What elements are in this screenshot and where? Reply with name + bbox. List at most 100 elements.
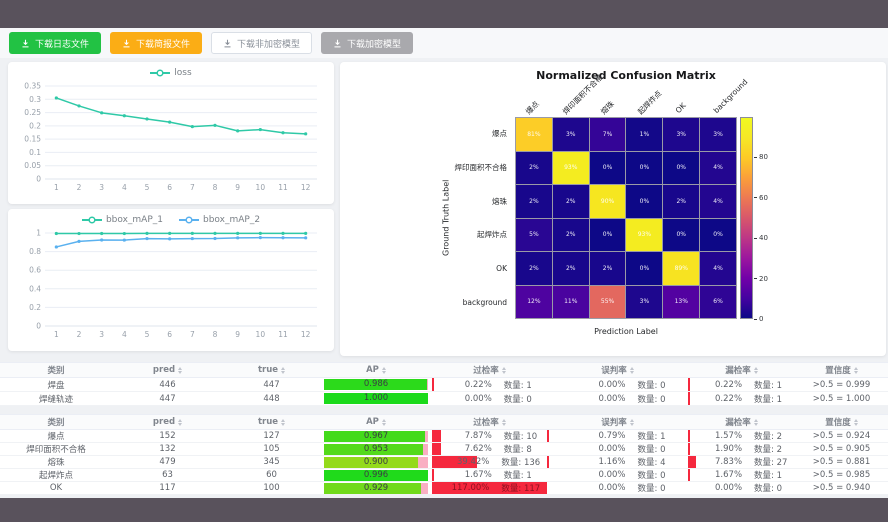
cell-miss: 0.00% 数量: 0	[688, 482, 795, 494]
column-header-置信度[interactable]: 置信度	[795, 415, 888, 429]
download-button-label: 下载简报文件	[136, 38, 191, 49]
column-header-label: AP	[366, 417, 379, 427]
column-header-pred[interactable]: pred	[112, 363, 223, 377]
column-header-置信度[interactable]: 置信度	[795, 363, 888, 377]
matrix-cell: 0%	[663, 218, 700, 251]
cell-confidence: >0.5 = 1.000	[812, 393, 871, 404]
column-header-过检率[interactable]: 过检率	[432, 363, 547, 377]
sort-caret-icon[interactable]	[629, 418, 634, 426]
sort-desc-icon	[281, 370, 286, 374]
sort-caret-icon[interactable]	[381, 366, 386, 374]
rate-percent: 0.00%	[715, 483, 743, 493]
column-header-true[interactable]: true	[223, 415, 320, 429]
legend-label: bbox_mAP_1	[105, 215, 163, 225]
sort-caret-icon[interactable]	[753, 418, 758, 426]
sort-caret-icon[interactable]	[629, 366, 634, 374]
ap-bar-track: 1.000	[324, 393, 428, 404]
cell-miss: 7.83% 数量: 27	[688, 456, 795, 468]
legend-label: loss	[174, 68, 192, 78]
sort-desc-icon	[753, 370, 758, 374]
svg-text:7: 7	[190, 330, 195, 339]
column-header-AP[interactable]: AP	[320, 415, 432, 429]
matrix-cell: 5%	[516, 218, 552, 251]
rate-percent: 0.00%	[598, 444, 626, 454]
download-button-1[interactable]: 下载日志文件	[9, 32, 102, 54]
loss-chart-legend: loss	[8, 62, 334, 78]
rate-percent: 0.00%	[598, 393, 626, 404]
cell-ap: 0.929	[320, 482, 432, 494]
column-header-label: 类别	[47, 366, 65, 376]
download-button-2[interactable]: 下载简报文件	[110, 32, 203, 54]
sort-caret-icon[interactable]	[281, 418, 286, 426]
rate-count: 数量: 1	[637, 432, 666, 442]
legend-label: bbox_mAP_2	[203, 215, 261, 225]
table-header-row: 类别 pred true AP 过检率 误判率 漏检率 置信度	[0, 362, 888, 378]
colorbar-tick-label: 0	[759, 315, 764, 323]
sort-caret-icon[interactable]	[853, 418, 858, 426]
rate-bar	[688, 443, 691, 455]
download-button-4[interactable]: 下载加密模型	[321, 32, 414, 54]
legend-item-bbox_mAP_2[interactable]: bbox_mAP_2	[179, 215, 260, 225]
column-header-AP[interactable]: AP	[320, 363, 432, 377]
cell-true: 127	[263, 431, 280, 441]
rate-percent: 7.62%	[464, 444, 492, 454]
legend-item-loss[interactable]: loss	[150, 68, 192, 78]
legend-line-icon	[81, 216, 102, 224]
ap-bar-track: 0.929	[324, 482, 428, 494]
map-chart-legend: bbox_mAP_1 bbox_mAP_2	[8, 209, 334, 225]
sort-desc-icon	[501, 370, 506, 374]
table-row: 爆点 152 127 0.967 7.87% 数量: 10 0.79% 数量: 1 1.57% 数…	[0, 430, 888, 443]
rate-count: 数量: 0	[637, 445, 666, 455]
table-row: 焊印面积不合格 132 105 0.953 7.62% 数量: 8 0.00% 数量: 0 1.…	[0, 443, 888, 456]
column-header-误判率[interactable]: 误判率	[547, 363, 688, 377]
column-header-漏检率[interactable]: 漏检率	[688, 415, 795, 429]
rate-bar	[432, 430, 442, 442]
rate-count: 数量: 0	[637, 484, 666, 494]
sort-caret-icon[interactable]	[381, 418, 386, 426]
matrix-cell: 2%	[589, 252, 626, 285]
column-header-label: 过检率	[473, 366, 499, 376]
column-header-label: 类别	[47, 418, 65, 428]
rate-count: 数量: 0	[754, 484, 783, 494]
column-header-pred[interactable]: pred	[112, 415, 223, 429]
sort-caret-icon[interactable]	[501, 418, 506, 426]
ap-bar	[324, 379, 427, 390]
sort-desc-icon	[853, 370, 858, 374]
matrix-cell: 0%	[589, 218, 626, 251]
loss-chart: 0 0.05 0.1 0.15 0.2 0.25 0.3 0.35 1 2 3 4 5 6 7 8 9 10 11 1…	[8, 80, 334, 194]
rate-bar	[547, 456, 549, 468]
sort-caret-icon[interactable]	[853, 366, 858, 374]
column-header-label: pred	[152, 417, 176, 427]
matrix-cell: 2%	[516, 252, 552, 285]
sort-caret-icon[interactable]	[281, 366, 286, 374]
sort-caret-icon[interactable]	[501, 366, 506, 374]
sort-caret-icon[interactable]	[753, 366, 758, 374]
cell-confidence: >0.5 = 0.999	[812, 379, 871, 390]
cell-overkill: 0.00% 数量: 0	[432, 392, 547, 405]
column-header-漏检率[interactable]: 漏检率	[688, 363, 795, 377]
download-icon	[123, 39, 130, 47]
rate-bar	[432, 443, 441, 455]
confusion-matrix-xlabel: Prediction Label	[594, 327, 658, 336]
rate-count: 数量: 2	[754, 445, 783, 455]
cell-pred: 479	[159, 457, 176, 467]
cell-misjudge: 0.00% 数量: 0	[547, 469, 688, 481]
matrix-cell: 2%	[552, 252, 589, 285]
cell-overkill: 1.67% 数量: 1	[432, 469, 547, 481]
sort-caret-icon[interactable]	[178, 366, 183, 374]
column-header-误判率[interactable]: 误判率	[547, 415, 688, 429]
column-header-过检率[interactable]: 过检率	[432, 415, 547, 429]
matrix-row-label: 爆点	[492, 129, 507, 139]
map-chart: 0 0.2 0.4 0.6 0.8 1 1 2 3 4 5 6 7 8 9 10 11 12	[8, 227, 334, 341]
legend-item-bbox_mAP_1[interactable]: bbox_mAP_1	[81, 215, 163, 225]
matrix-col-label: OK	[673, 100, 688, 115]
colorbar-tick-label: 20	[759, 274, 768, 283]
sort-caret-icon[interactable]	[178, 418, 183, 426]
rate-percent: 1.57%	[715, 431, 743, 441]
download-button-3[interactable]: 下载非加密模型	[211, 32, 313, 54]
sort-asc-icon	[629, 366, 634, 370]
column-header-true[interactable]: true	[223, 363, 320, 377]
cell-miss: 1.57% 数量: 2	[688, 430, 795, 442]
cell-ap: 0.953	[320, 443, 432, 455]
svg-text:4: 4	[122, 183, 127, 192]
